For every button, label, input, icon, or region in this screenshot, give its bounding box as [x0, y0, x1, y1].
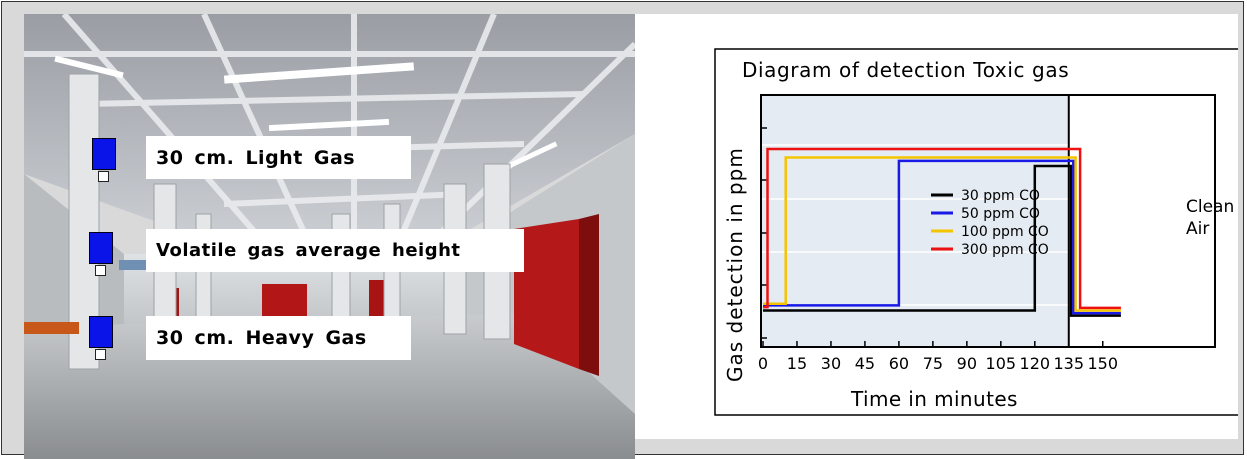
legend-label: 300 ppm CO [961, 242, 1049, 258]
y-axis-label: Gas detection in ppm [723, 147, 747, 382]
clean-air-word-2: Air [1186, 219, 1209, 239]
series-line-100-ppm-co [763, 156, 1121, 312]
detection-chart: Diagram of detection Toxic gas 0 15 30 45 60… [714, 48, 1247, 416]
x-tick-label: 45 [855, 354, 875, 373]
plot-area: 0 15 30 45 60 75 90 105 120 135 150 [758, 94, 1216, 373]
plot-frame [760, 94, 1216, 348]
x-tick-label: 60 [889, 354, 909, 373]
x-tick-label: 75 [923, 354, 943, 373]
clean-air-annotation: Clean Air [1186, 197, 1238, 239]
sensor-body-icon [89, 316, 113, 348]
x-tick-label: 105 [986, 354, 1017, 373]
label-heavy-gas: 30 cm. Heavy Gas [146, 316, 411, 360]
chart-title: Diagram of detection Toxic gas [742, 58, 1069, 82]
sensor-body-icon [89, 232, 113, 264]
chart-panel: Diagram of detection Toxic gas 0 15 30 45 60… [635, 14, 1247, 439]
label-light-gas: 30 cm. Light Gas [146, 136, 411, 179]
legend-label: 50 ppm CO [961, 206, 1040, 222]
x-axis-label: Time in minutes [850, 387, 1018, 411]
legend-label: 100 ppm CO [961, 224, 1049, 240]
x-tick-label: 30 [821, 354, 841, 373]
chart-legend: 30 ppm CO 50 ppm CO 100 ppm CO 300 ppm CO [931, 188, 1049, 258]
legend-label: 30 ppm CO [961, 188, 1040, 204]
x-tick-label: 135 [1054, 354, 1085, 373]
sensor-base-icon [95, 265, 106, 276]
x-tick-label: 15 [787, 354, 807, 373]
x-tick-label: 120 [1020, 354, 1051, 373]
clean-air-word-1: Clean [1186, 197, 1234, 217]
x-tick-label: 0 [758, 354, 768, 373]
sensor-base-icon [98, 171, 109, 182]
series-line-300-ppm-co [763, 147, 1121, 310]
series-line-30-ppm-co [763, 164, 1121, 317]
warehouse-photo: 30 cm. Light Gas Volatile gas average he… [24, 14, 635, 459]
series-line-50-ppm-co [763, 159, 1121, 315]
warehouse-illustration [24, 14, 635, 459]
label-volatile-gas: Volatile gas average height [146, 229, 524, 272]
x-tick-label: 90 [957, 354, 977, 373]
sensor-body-icon [92, 138, 116, 170]
x-tick-label: 150 [1087, 354, 1118, 373]
sensor-base-icon [95, 349, 106, 360]
